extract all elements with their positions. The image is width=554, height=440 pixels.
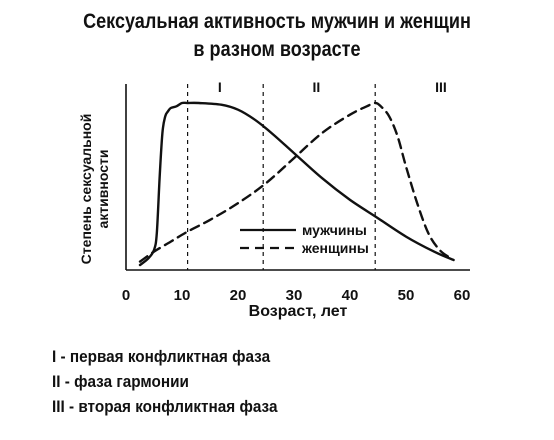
series-line-men [138,101,455,267]
y-axis-label-line-1: Степень сексуальной [78,114,94,265]
phase-notes: I - первая конфликтная фаза II - фаза га… [52,344,277,419]
chart-axes [125,84,470,271]
x-tick-label: 30 [286,287,303,304]
x-axis-label: Возраст, лет [249,303,348,320]
phase-label: II [313,79,321,95]
x-tick-label: 20 [230,287,247,304]
legend-label: женщины [301,240,369,256]
x-tick-label: 60 [454,287,471,304]
x-tick-labels: 0 10 20 30 40 50 60 [122,287,471,304]
phase-note-3: III - вторая конфликтная фаза [52,397,278,416]
legend-label: мужчины [302,222,367,238]
y-axis-label-line-2: активности [95,150,111,229]
chart-legend: мужчины женщины [240,222,369,256]
x-tick-label: 40 [342,287,359,304]
phase-note-1: I - первая конфликтная фаза [52,347,271,366]
series-line-women [138,101,452,263]
chart-title: Сексуальная активность мужчин и женщин в… [39,8,515,64]
chart-title-line-2: в разном возрасте [193,38,361,61]
chart-title-line-1: Сексуальная активность мужчин и женщин [83,10,471,33]
chart-series [138,101,455,267]
phase-boundaries: I II III [187,79,447,270]
x-tick-label: 50 [398,287,415,304]
phase-label: I [218,79,222,95]
x-tick-label: 0 [122,287,130,304]
x-tick-label: 10 [174,287,191,304]
phase-label: III [435,79,447,95]
phase-note-2: II - фаза гармонии [52,372,189,391]
